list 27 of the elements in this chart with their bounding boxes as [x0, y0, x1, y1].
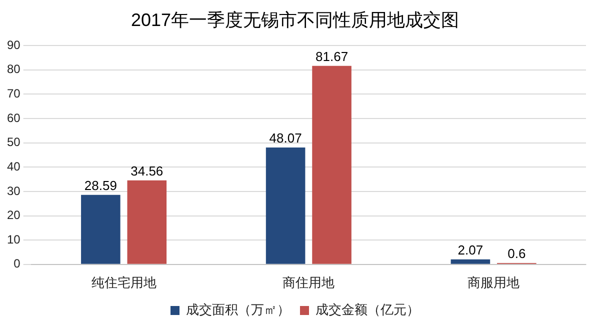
- data-label: 81.67: [316, 48, 348, 64]
- x-tick-label: 纯住宅用地: [91, 274, 156, 290]
- y-tick-label: 40: [6, 159, 21, 174]
- legend-label: 成交面积（万㎡）: [186, 302, 290, 318]
- x-tick-label: 商服用地: [468, 274, 520, 290]
- bar: [312, 66, 352, 264]
- x-tick-label: 商住用地: [282, 274, 335, 290]
- y-tick-label: 90: [6, 38, 21, 52]
- legend-label: 成交金额（亿元）: [316, 302, 420, 318]
- y-tick-label: 50: [6, 135, 21, 150]
- bar: [127, 180, 167, 264]
- y-tick-label: 30: [6, 184, 21, 198]
- y-tick-label: 80: [6, 62, 21, 76]
- bar: [450, 259, 490, 264]
- data-label: 0.6: [508, 246, 526, 262]
- data-label: 28.59: [84, 178, 117, 193]
- y-tick-label: 60: [6, 110, 21, 125]
- bar: [81, 194, 120, 264]
- chart-title: 2017年一季度无锡市不同性质用地成交图: [130, 10, 460, 30]
- data-label: 2.07: [458, 242, 484, 258]
- y-tick-label: 20: [6, 208, 21, 222]
- y-tick-label: 10: [6, 232, 21, 246]
- data-label: 34.56: [130, 163, 164, 178]
- data-label: 48.07: [269, 130, 302, 146]
- y-tick-label: 0: [14, 256, 21, 271]
- y-tick-label: 70: [6, 86, 21, 101]
- bar: [266, 148, 306, 264]
